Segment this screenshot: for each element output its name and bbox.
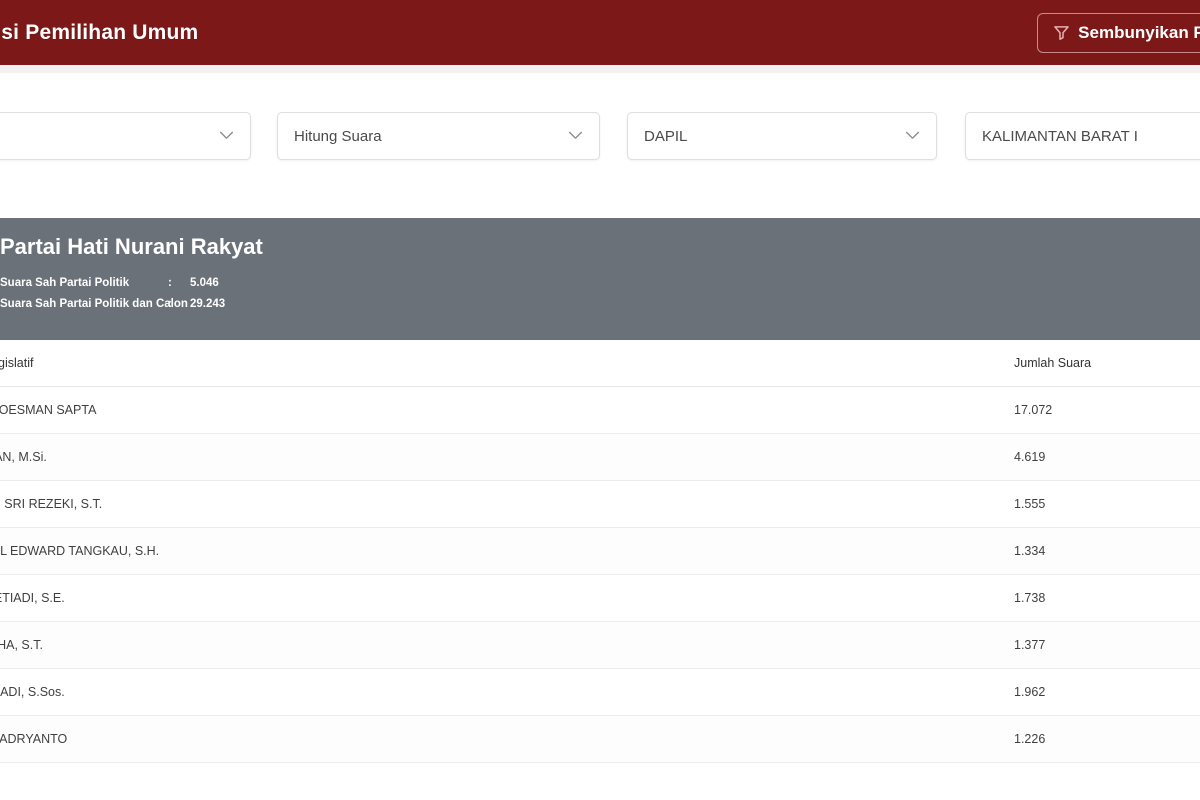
candidate-votes: 17.072 <box>1014 403 1053 417</box>
candidate-name: 2. RISWAN, M.Si. <box>0 450 47 464</box>
chevron-down-icon <box>895 127 920 145</box>
table-header-row: Calon Legislatif Jumlah Suara <box>0 340 1200 387</box>
select-wilayah-value: KALIMANTAN BARAT I <box>982 127 1138 145</box>
filter-bar: DPR Hitung Suara DAPIL KALIMANTAN BARAT … <box>0 112 1200 162</box>
party-stat-value: 5.046 <box>190 277 219 289</box>
table-row[interactable]: 4. DANIEL EDWARD TANGKAU, S.H. 1.334 <box>0 528 1200 575</box>
candidate-votes: 1.377 <box>1014 638 1046 652</box>
party-stat-label: Suara Sah Partai Politik dan Calon <box>0 298 188 310</box>
candidate-name: 1. (H.C.) OESMAN SAPTA <box>0 403 97 417</box>
select-jenis-data[interactable]: Hitung Suara <box>277 112 600 160</box>
chevron-down-icon <box>558 127 583 145</box>
candidate-name: 4. DANIEL EDWARD TANGKAU, S.H. <box>0 544 160 558</box>
toggle-filter-button[interactable]: Sembunyikan Filter <box>1037 12 1200 53</box>
party-stat-value: 29.243 <box>190 298 226 310</box>
table-row[interactable]: 6. MARTHA, S.T. 1.377 <box>0 622 1200 669</box>
table-row[interactable]: 5. ADI SETIADI, S.E. 1.738 <box>0 575 1200 622</box>
party-stat-separator: : <box>168 277 172 289</box>
table-row[interactable]: 2. RISWAN, M.Si. 4.619 <box>0 434 1200 481</box>
column-header-jumlah-suara: Jumlah Suara <box>1014 356 1092 370</box>
table-row[interactable]: 8. DEDY ADRYANTO 1.226 <box>0 716 1200 763</box>
candidate-name: 3. INDAH SRI REZEKI, S.T. <box>0 497 103 511</box>
candidate-votes: 1.334 <box>1014 544 1046 558</box>
column-header-calon-legislatif: Calon Legislatif <box>0 356 34 370</box>
candidate-name: 6. MARTHA, S.T. <box>0 638 43 652</box>
chevron-down-icon <box>209 127 234 145</box>
select-dapil-value: DAPIL <box>644 127 688 145</box>
party-stat-separator: : <box>168 298 172 310</box>
funnel-icon <box>1054 25 1069 40</box>
header-underline <box>0 65 1200 73</box>
party-stat-suara-sah-partai: Suara Sah Partai Politik : 5.046 <box>0 273 1200 294</box>
party-summary-panel: Partai Hati Nurani Rakyat Suara Sah Part… <box>0 218 1200 340</box>
select-wilayah[interactable]: KALIMANTAN BARAT I <box>965 112 1200 160</box>
party-stat-suara-sah-partai-dan-calon: Suara Sah Partai Politik dan Calon : 29.… <box>0 294 1200 315</box>
app-header: Komisi Pemilihan Umum Sembunyikan Filter <box>0 0 1200 65</box>
candidate-votes: 1.738 <box>1014 591 1046 605</box>
table-row[interactable]: 3. INDAH SRI REZEKI, S.T. 1.555 <box>0 481 1200 528</box>
candidate-table: Calon Legislatif Jumlah Suara 1. (H.C.) … <box>0 340 1200 763</box>
candidate-name: 5. ADI SETIADI, S.E. <box>0 591 65 605</box>
candidate-name: 8. DEDY ADRYANTO <box>0 732 68 746</box>
candidate-name: 7. SUPRIADI, S.Sos. <box>0 685 65 699</box>
toggle-filter-label: Sembunyikan Filter <box>1078 22 1200 42</box>
select-jenis-data-value: Hitung Suara <box>294 127 382 145</box>
select-dapil[interactable]: DAPIL <box>627 112 937 160</box>
party-name: Partai Hati Nurani Rakyat <box>0 234 263 259</box>
party-stat-label: Suara Sah Partai Politik <box>0 277 130 289</box>
candidate-votes: 1.555 <box>1014 497 1046 511</box>
candidate-votes: 4.619 <box>1014 450 1046 464</box>
select-tingkat-pemilihan[interactable]: DPR <box>0 112 251 160</box>
candidate-votes: 1.962 <box>1014 685 1046 699</box>
table-row[interactable]: 7. SUPRIADI, S.Sos. 1.962 <box>0 669 1200 716</box>
candidate-votes: 1.226 <box>1014 732 1046 746</box>
table-row[interactable]: 1. (H.C.) OESMAN SAPTA 17.072 <box>0 387 1200 434</box>
page-title: Komisi Pemilihan Umum <box>0 20 199 44</box>
